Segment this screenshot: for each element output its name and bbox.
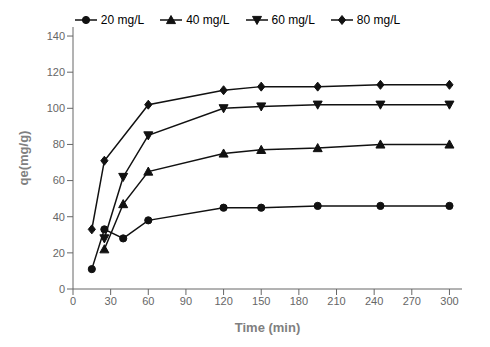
svg-text:180: 180 (290, 295, 308, 307)
svg-text:210: 210 (327, 295, 345, 307)
svg-text:140: 140 (47, 30, 65, 42)
svg-text:270: 270 (403, 295, 421, 307)
svg-text:60: 60 (53, 174, 65, 186)
html-text:40 mg/L: 40 mg/L (186, 13, 230, 27)
svg-text:40: 40 (53, 211, 65, 223)
html-text:80 mg/L: 80 mg/L (356, 13, 401, 27)
svg-text:150: 150 (252, 295, 270, 307)
svg-text:300: 300 (440, 295, 458, 307)
svg-text:120: 120 (214, 295, 232, 307)
svg-text:90: 90 (180, 295, 192, 307)
svg-text:240: 240 (365, 295, 383, 307)
svg-text:qe(mg/g): qe(mg/g) (16, 131, 31, 186)
svg-text:80: 80 (53, 138, 65, 150)
html-text:20 mg/L: 20 mg/L (100, 13, 145, 27)
svg-text:30: 30 (105, 295, 117, 307)
html-text:60 mg/L: 60 mg/L (271, 13, 315, 27)
svg-text:0: 0 (59, 283, 65, 295)
svg-text:0: 0 (70, 295, 76, 307)
svg-text:120: 120 (47, 66, 65, 78)
svg-text:20: 20 (53, 247, 65, 259)
svg-text:Time (min): Time (min) (235, 320, 301, 335)
svg-text:60: 60 (142, 295, 154, 307)
svg-text:100: 100 (47, 102, 65, 114)
